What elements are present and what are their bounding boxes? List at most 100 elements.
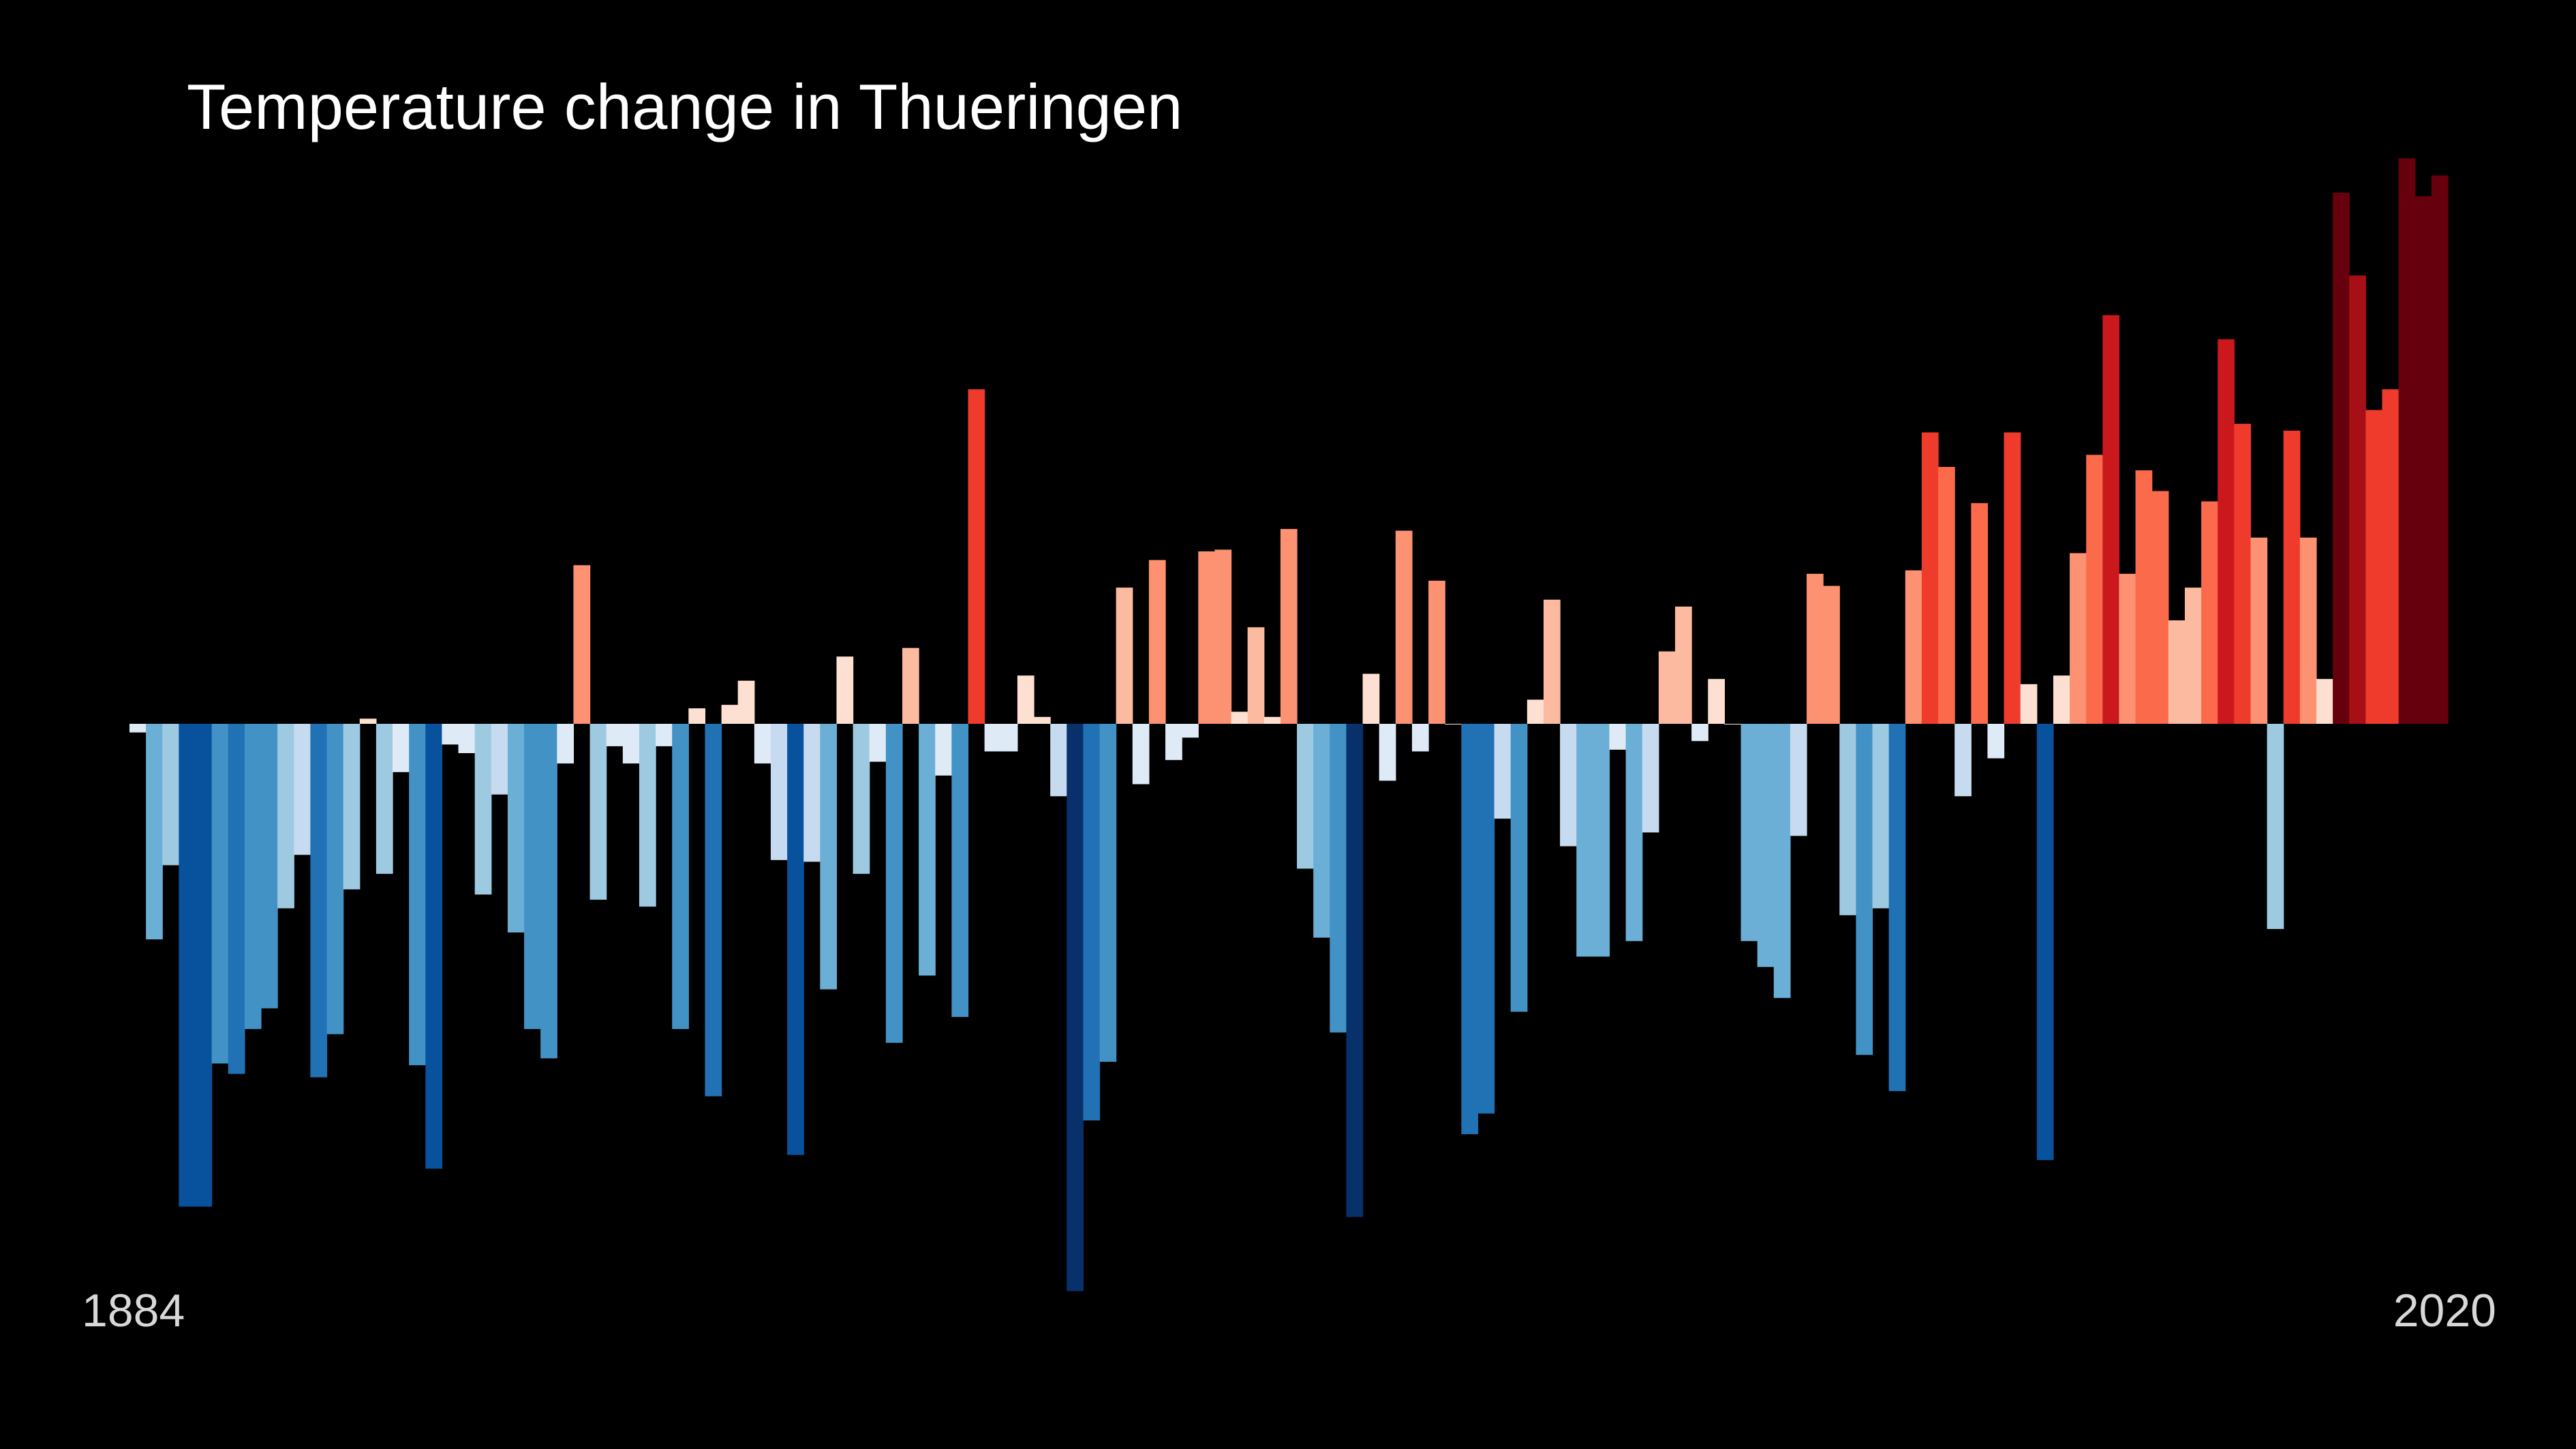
bar-1929 — [869, 724, 887, 762]
bar-1909 — [540, 724, 557, 1058]
bar-1886 — [162, 724, 179, 866]
bar-1980 — [1708, 679, 1725, 724]
bar-1969 — [1527, 699, 1544, 724]
bar-2015 — [2283, 430, 2301, 724]
bar-1957 — [1330, 724, 1347, 1033]
bar-1959 — [1362, 673, 1380, 724]
bar-1912 — [589, 724, 607, 900]
bar-1922 — [754, 724, 771, 764]
bar-1911 — [573, 565, 591, 724]
bar-1937 — [1000, 724, 1018, 752]
bar-1958 — [1346, 724, 1364, 1217]
bar-1983 — [1757, 724, 1775, 967]
bar-1890 — [228, 724, 245, 1074]
bar-2006 — [2135, 470, 2153, 724]
bar-1986 — [1807, 573, 1824, 724]
bar-2020 — [2365, 410, 2383, 724]
bar-group — [129, 158, 2449, 1292]
bar-1932 — [919, 724, 936, 976]
bar-1960 — [1379, 724, 1396, 781]
bar-1897 — [343, 724, 361, 889]
bar-1967 — [1494, 724, 1512, 819]
bar-2022 — [2398, 158, 2416, 724]
bar-1965 — [1461, 724, 1479, 1135]
bar-1963 — [1428, 581, 1445, 724]
bar-1982 — [1741, 724, 1758, 941]
bar-1896 — [326, 724, 344, 1035]
bar-2011 — [2218, 339, 2235, 724]
bar-1905 — [474, 724, 492, 895]
bar-1948 — [1182, 724, 1199, 738]
bar-1914 — [622, 724, 640, 764]
bar-1895 — [310, 724, 328, 1078]
bar-1893 — [277, 724, 294, 909]
bar-1939 — [1034, 716, 1051, 724]
bar-1926 — [820, 724, 838, 990]
bar-1947 — [1165, 724, 1182, 761]
bar-1976 — [1642, 724, 1659, 833]
bar-1902 — [425, 724, 443, 1169]
bar-1920 — [721, 705, 739, 724]
bar-1978 — [1675, 606, 1692, 724]
bar-1924 — [787, 724, 804, 1155]
bar-2024 — [2431, 175, 2449, 724]
bar-1943 — [1099, 724, 1117, 1062]
bar-1999 — [2020, 684, 2038, 724]
bar-1996 — [1971, 503, 1989, 724]
bar-1906 — [491, 724, 508, 795]
bar-1927 — [836, 656, 854, 724]
bar-1894 — [294, 724, 311, 855]
bar-2010 — [2201, 501, 2218, 724]
bar-1956 — [1313, 724, 1330, 938]
bar-2014 — [2267, 724, 2284, 930]
bar-1919 — [705, 724, 722, 1097]
chart-title: Temperature change in Thueringen — [187, 71, 1182, 142]
start-year-label: 1884 — [82, 1285, 185, 1337]
bar-2007 — [2151, 491, 2169, 724]
bar-1949 — [1198, 551, 1216, 724]
bar-1962 — [1411, 724, 1429, 752]
bar-1951 — [1231, 712, 1248, 724]
bar-1974 — [1609, 724, 1627, 750]
bar-1991 — [1888, 724, 1906, 1091]
bar-1961 — [1395, 530, 1413, 724]
bar-2012 — [2234, 423, 2252, 724]
bar-1952 — [1247, 627, 1265, 724]
bar-1928 — [853, 724, 870, 874]
bar-1910 — [557, 724, 574, 764]
bar-1970 — [1543, 599, 1561, 724]
bar-2002 — [2070, 553, 2087, 724]
bar-1977 — [1658, 651, 1676, 724]
bar-1955 — [1297, 724, 1314, 869]
bar-1884 — [129, 724, 147, 733]
bar-1942 — [1083, 724, 1101, 1120]
bar-1985 — [1790, 724, 1807, 836]
bar-1945 — [1132, 724, 1150, 784]
bar-1975 — [1625, 724, 1643, 941]
bar-1953 — [1263, 716, 1281, 724]
bar-2000 — [2036, 724, 2054, 1161]
end-year-label: 2020 — [2393, 1285, 2496, 1337]
bar-2013 — [2250, 537, 2268, 724]
bar-2021 — [2382, 389, 2399, 724]
bar-1888 — [195, 724, 213, 1207]
bar-1979 — [1691, 724, 1708, 742]
bar-1918 — [688, 708, 706, 724]
bar-2009 — [2184, 588, 2202, 724]
bar-1892 — [261, 724, 278, 1009]
bar-1901 — [409, 724, 426, 1065]
bar-1903 — [442, 724, 459, 745]
bar-1915 — [639, 724, 656, 907]
bar-2023 — [2414, 196, 2432, 724]
bar-1993 — [1921, 432, 1939, 724]
bar-2019 — [2349, 275, 2366, 724]
bar-1913 — [606, 724, 624, 746]
bar-1984 — [1773, 724, 1791, 998]
bar-1889 — [211, 724, 229, 1064]
bar-1988 — [1839, 724, 1857, 915]
bar-1987 — [1823, 585, 1840, 724]
bar-2004 — [2102, 315, 2120, 724]
bar-1921 — [737, 680, 755, 724]
bar-1930 — [885, 724, 903, 1043]
bar-2016 — [2299, 537, 2317, 724]
